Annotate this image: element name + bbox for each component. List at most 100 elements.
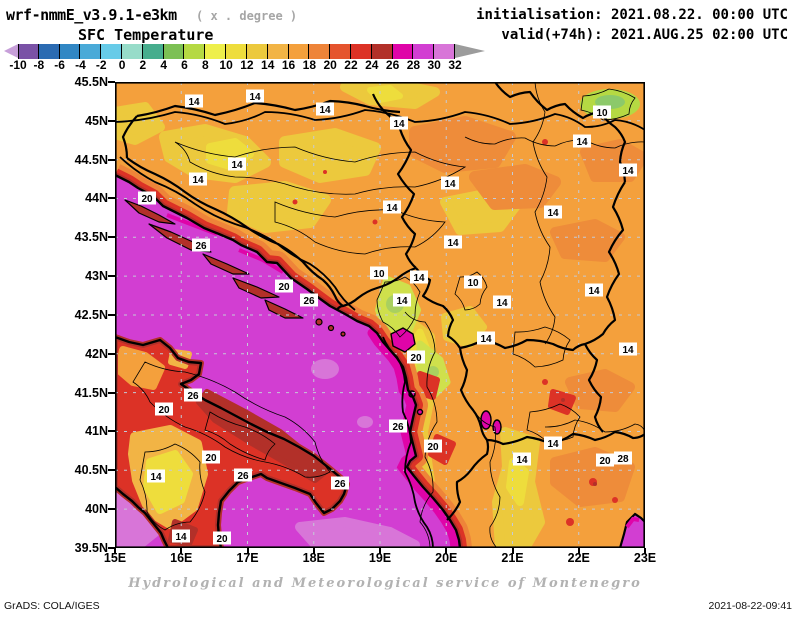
contour-label: 14 — [619, 163, 637, 177]
lat-axis-tick — [108, 546, 115, 549]
svg-text:14: 14 — [188, 97, 200, 108]
contour-label: 14 — [390, 116, 408, 130]
svg-text:20: 20 — [141, 194, 153, 205]
lat-axis-label: 45.5N — [74, 75, 108, 89]
map-frame — [115, 82, 646, 548]
colorbar-tick-label: 24 — [365, 58, 379, 72]
svg-text:26: 26 — [334, 479, 346, 490]
colorbar-segment — [267, 44, 289, 59]
contour-label: 14 — [493, 295, 511, 309]
colorbar-segment — [80, 44, 102, 59]
colorbar-segment — [371, 44, 393, 59]
contour-label: 14 — [513, 452, 531, 466]
svg-text:10: 10 — [467, 278, 479, 289]
svg-text:10: 10 — [596, 108, 608, 119]
lat-axis-tick — [108, 313, 115, 316]
lat-axis-label: 41.5N — [74, 385, 108, 400]
svg-text:26: 26 — [187, 391, 199, 402]
lat-axis-label: 40.5N — [74, 463, 108, 478]
contour-label: 14 — [316, 102, 334, 116]
colorbar-tick-label: 14 — [261, 58, 275, 72]
contour-label: 20 — [596, 453, 614, 467]
lat-axis-tick — [108, 119, 115, 122]
colorbar-segment — [184, 44, 206, 59]
colorbar-tick-label: 10 — [219, 58, 233, 72]
colorbar-segment — [434, 44, 455, 59]
contour-label: 14 — [383, 200, 401, 214]
contour-value-labels: 14 14 14 14 14 14 20 26 20 26 10 14 14 14 14 14 14 10 14 10… — [138, 89, 637, 545]
contour-label: 26 — [389, 419, 407, 433]
lon-axis-label: 23E — [633, 551, 657, 565]
temperature-map: 14 14 14 14 14 14 20 26 20 26 10 14 14 14 14 14 14 10 14 10… — [115, 82, 646, 552]
colorbar-segment — [392, 44, 414, 59]
svg-text:14: 14 — [319, 105, 331, 116]
contour-label: 20 — [275, 279, 293, 293]
svg-text:14: 14 — [231, 160, 243, 171]
valid-time-label: valid(+74h): 2021.AUG.25 02:00 UTC — [501, 27, 788, 43]
colorbar-right-arrow — [455, 44, 485, 58]
colorbar-tick-label: -6 — [54, 58, 65, 72]
lon-axis-label: 20E — [435, 551, 458, 565]
grads-stamp: GrADS: COLA/IGES — [4, 600, 100, 612]
svg-text:14: 14 — [386, 203, 398, 214]
contour-label: 28 — [614, 451, 632, 465]
contour-label: 14 — [410, 270, 428, 284]
colorbar-tick-label: 8 — [201, 58, 209, 72]
lon-axis-tick — [445, 548, 448, 554]
model-title: wrf-nmmE_v3.9.1-e3km — [6, 6, 177, 24]
contour-label: 14 — [573, 134, 591, 148]
contour-label: 14 — [544, 436, 562, 450]
aegean-corner — [618, 512, 645, 548]
lon-axis-label: 22E — [567, 551, 590, 565]
svg-text:20: 20 — [599, 456, 611, 467]
contour-label: 14 — [444, 235, 462, 249]
contour-label: 14 — [228, 157, 246, 171]
colorbar-tick-label: 0 — [118, 58, 126, 72]
svg-text:14: 14 — [588, 286, 600, 297]
lon-axis-tick — [379, 548, 381, 554]
lon-axis-label: 18E — [302, 551, 325, 565]
balkan-coastline — [115, 173, 462, 548]
colorbar-tick-label: 2 — [139, 58, 147, 72]
contour-label: 20 — [407, 350, 425, 364]
svg-text:14: 14 — [480, 334, 492, 345]
credit-text: Hydrological and Meteorological service … — [128, 576, 642, 591]
svg-text:14: 14 — [496, 298, 508, 309]
lon-axis-label: 21E — [501, 551, 524, 565]
colorbar-segment — [18, 44, 39, 59]
svg-text:14: 14 — [249, 92, 261, 103]
svg-text:28: 28 — [617, 454, 629, 465]
colorbar-segment — [59, 44, 81, 59]
lat-axis-tick — [108, 158, 115, 161]
lat-axis-label: 39.5N — [74, 540, 108, 555]
field-title: SFC Temperature — [78, 26, 214, 44]
lat-axis-label: 45N — [85, 113, 108, 128]
colorbar-tick-label: 22 — [344, 58, 358, 72]
lat-axis-label: 40N — [85, 502, 108, 517]
lon-axis-tick — [644, 548, 646, 554]
svg-text:14: 14 — [393, 119, 405, 130]
latlon-gridlines — [115, 82, 645, 548]
lon-axis-tick — [577, 548, 580, 554]
svg-text:14: 14 — [622, 166, 634, 177]
colorbar-left-arrow — [4, 44, 18, 58]
contour-label: 20 — [202, 450, 220, 464]
colorbar-tick-label: 12 — [240, 58, 254, 72]
svg-text:14: 14 — [576, 137, 588, 148]
svg-text:10: 10 — [373, 269, 385, 280]
lat-axis-tick — [108, 236, 115, 239]
contour-label: 26 — [184, 388, 202, 402]
svg-text:14: 14 — [547, 439, 559, 450]
colorbar-segment — [288, 44, 310, 59]
contour-label: 14 — [585, 283, 603, 297]
colorbar-tick-label: 26 — [385, 58, 400, 72]
lat-axis-tick — [108, 352, 115, 355]
lon-axis-tick — [246, 548, 249, 554]
svg-text:14: 14 — [547, 208, 559, 219]
colorbar-tick-label: 16 — [281, 58, 296, 72]
contour-label: 20 — [138, 191, 156, 205]
contour-label: 20 — [213, 531, 231, 545]
lon-axis-tick — [114, 548, 116, 554]
colorbar-tick-labels: -10 -8 -6 -4 -2 0 2 4 6 8 10 12 14 16 18 20 22 24 26 28 30 32 — [4, 58, 524, 72]
contour-label: 14 — [477, 331, 495, 345]
